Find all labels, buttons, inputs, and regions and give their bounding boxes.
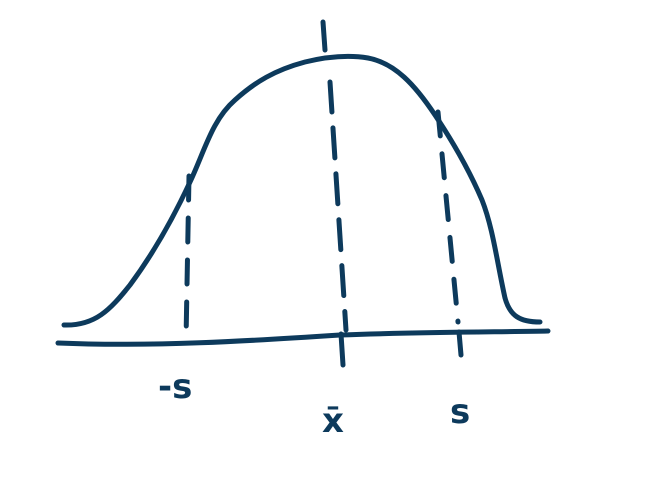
mean-axis-tick xyxy=(338,331,346,368)
mean-top-tick xyxy=(320,19,328,53)
plus-s-label: s xyxy=(450,392,470,432)
minus-s-label: -s xyxy=(158,367,192,407)
mean-label: x̄ xyxy=(322,401,344,441)
bell-curve xyxy=(61,53,543,328)
plus-s-axis-tick xyxy=(456,329,464,358)
x-axis-line xyxy=(55,328,551,347)
minus-s-dashed-line xyxy=(183,173,192,343)
plus-s-dashed-line xyxy=(435,109,461,325)
mean-dashed-line xyxy=(327,79,349,333)
